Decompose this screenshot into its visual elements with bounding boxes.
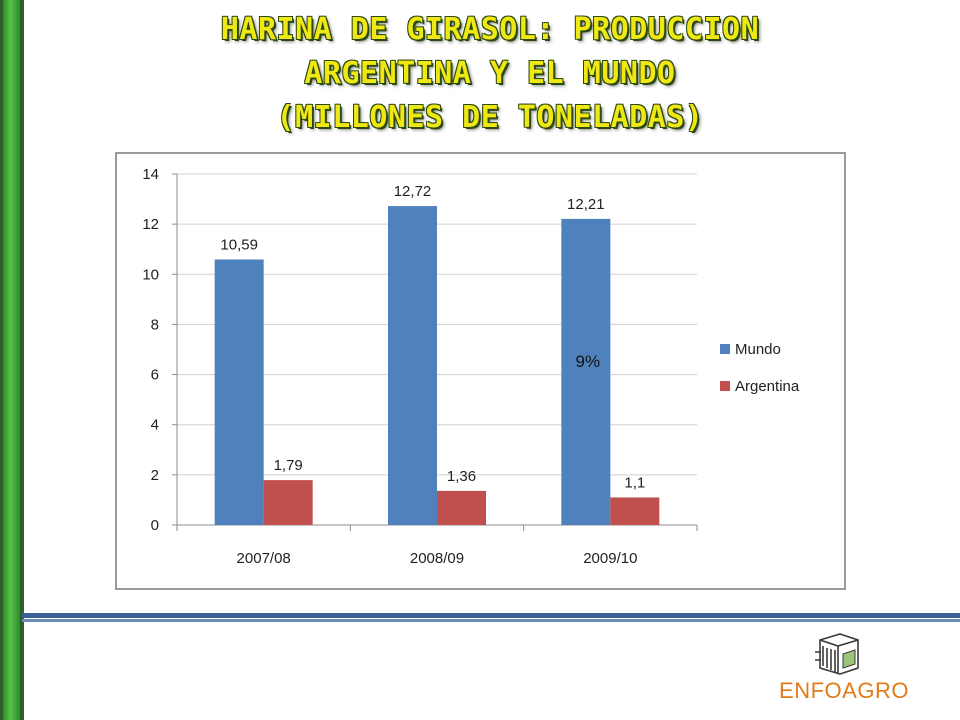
y-tick-label: 6	[151, 367, 159, 384]
bar-mundo	[388, 206, 437, 525]
left-rail-highlight	[3, 0, 20, 720]
bar-mundo	[214, 259, 264, 525]
legend-swatch	[720, 381, 730, 391]
data-label: 10,59	[220, 236, 258, 253]
y-tick-label: 0	[151, 517, 159, 534]
x-tick-label: 2008/09	[410, 550, 464, 567]
data-label: 12,21	[567, 196, 605, 213]
y-tick-label: 8	[151, 316, 159, 333]
title-line-3: (MILLONES DE TONELADAS)	[276, 100, 704, 135]
cube-icon	[815, 633, 859, 675]
enfoagro-logo: ENFOAGRO	[765, 628, 925, 708]
y-tick-label: 10	[142, 266, 159, 283]
bottom-divider	[22, 613, 960, 625]
data-label: 12,72	[394, 183, 432, 200]
title-line-1: HARINA DE GIRASOL: PRODUCCION	[220, 12, 760, 47]
legend-swatch	[720, 344, 730, 354]
y-tick-label: 12	[142, 216, 159, 233]
legend-label: Argentina	[735, 378, 800, 395]
x-tick-label: 2007/08	[237, 550, 291, 567]
bar-argentina	[437, 490, 486, 525]
x-tick-label: 2009/10	[583, 550, 637, 567]
bar-argentina	[263, 480, 313, 525]
title-line-2: ARGENTINA Y EL MUNDO	[304, 56, 676, 91]
data-label: 1,1	[624, 474, 645, 491]
y-tick-label: 2	[151, 467, 159, 484]
chart-frame: 0 2 4 6 8 10 12 14 10,59 1,79 2007/08 12,72 1,36 2008…	[115, 152, 846, 590]
divider-line-light	[22, 619, 960, 622]
data-label: 1,79	[274, 457, 303, 474]
y-tick-label: 4	[151, 417, 159, 434]
annotation-percent: 9%	[576, 352, 601, 371]
logo-text: ENFOAGRO	[779, 678, 909, 703]
bar-mundo	[561, 218, 611, 525]
bar-argentina	[610, 497, 660, 525]
y-tick-label: 14	[142, 166, 159, 183]
page-title: HARINA DE GIRASOL: PRODUCCION ARGENTINA …	[40, 8, 940, 140]
data-label: 1,36	[447, 468, 476, 485]
left-rail	[0, 0, 24, 720]
bar-chart: 0 2 4 6 8 10 12 14 10,59 1,79 2007/08 12,72 1,36 2008…	[142, 166, 800, 567]
legend-label: Mundo	[735, 341, 781, 358]
divider-line-dark	[22, 613, 960, 618]
